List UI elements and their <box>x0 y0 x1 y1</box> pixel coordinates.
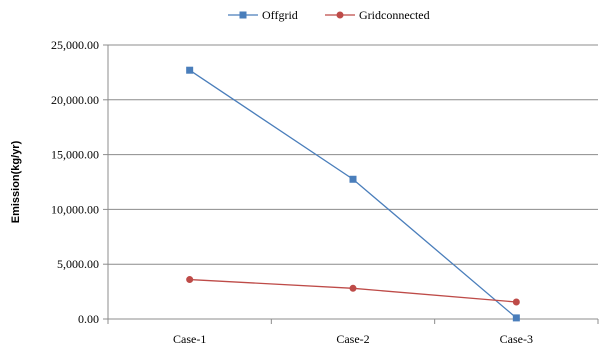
data-point <box>512 298 520 306</box>
y-tick-label: 25,000.00 <box>51 38 99 52</box>
data-point <box>512 314 520 322</box>
legend-entry: Gridconnected <box>325 8 430 22</box>
x-tick-labels: Case-1 Case-2 Case-3 <box>173 332 533 346</box>
series-layer <box>186 66 520 322</box>
data-point <box>349 175 357 183</box>
y-tick-label: 20,000.00 <box>51 93 99 107</box>
y-tick-label: 0.00 <box>78 312 99 326</box>
y-axis-title: Emission(kg/yr) <box>10 140 22 223</box>
legend-marker <box>239 11 247 19</box>
x-tick-label: Case-1 <box>173 332 206 346</box>
y-tick-label: 10,000.00 <box>51 202 99 216</box>
series-offgrid <box>186 66 520 322</box>
data-point <box>186 276 194 284</box>
axes <box>107 45 599 324</box>
series-gridconnected <box>186 276 520 306</box>
legend-label: Offgrid <box>262 8 298 22</box>
x-tick-label: Case-3 <box>500 332 533 346</box>
y-tick-label: 5,000.00 <box>57 257 99 271</box>
gridlines <box>103 44 598 320</box>
legend-entry: Offgrid <box>228 8 298 22</box>
y-tick-labels: 0.00 5,000.00 10,000.00 15,000.00 20,000.00 2… <box>51 38 99 326</box>
legend-marker <box>336 11 344 19</box>
legend: Offgrid Gridconnected <box>228 8 430 22</box>
legend-label: Gridconnected <box>359 8 430 22</box>
x-tick-label: Case-2 <box>336 332 369 346</box>
y-tick-label: 15,000.00 <box>51 148 99 162</box>
series-line <box>189 69 517 319</box>
data-point <box>186 66 194 74</box>
data-point <box>349 284 357 292</box>
